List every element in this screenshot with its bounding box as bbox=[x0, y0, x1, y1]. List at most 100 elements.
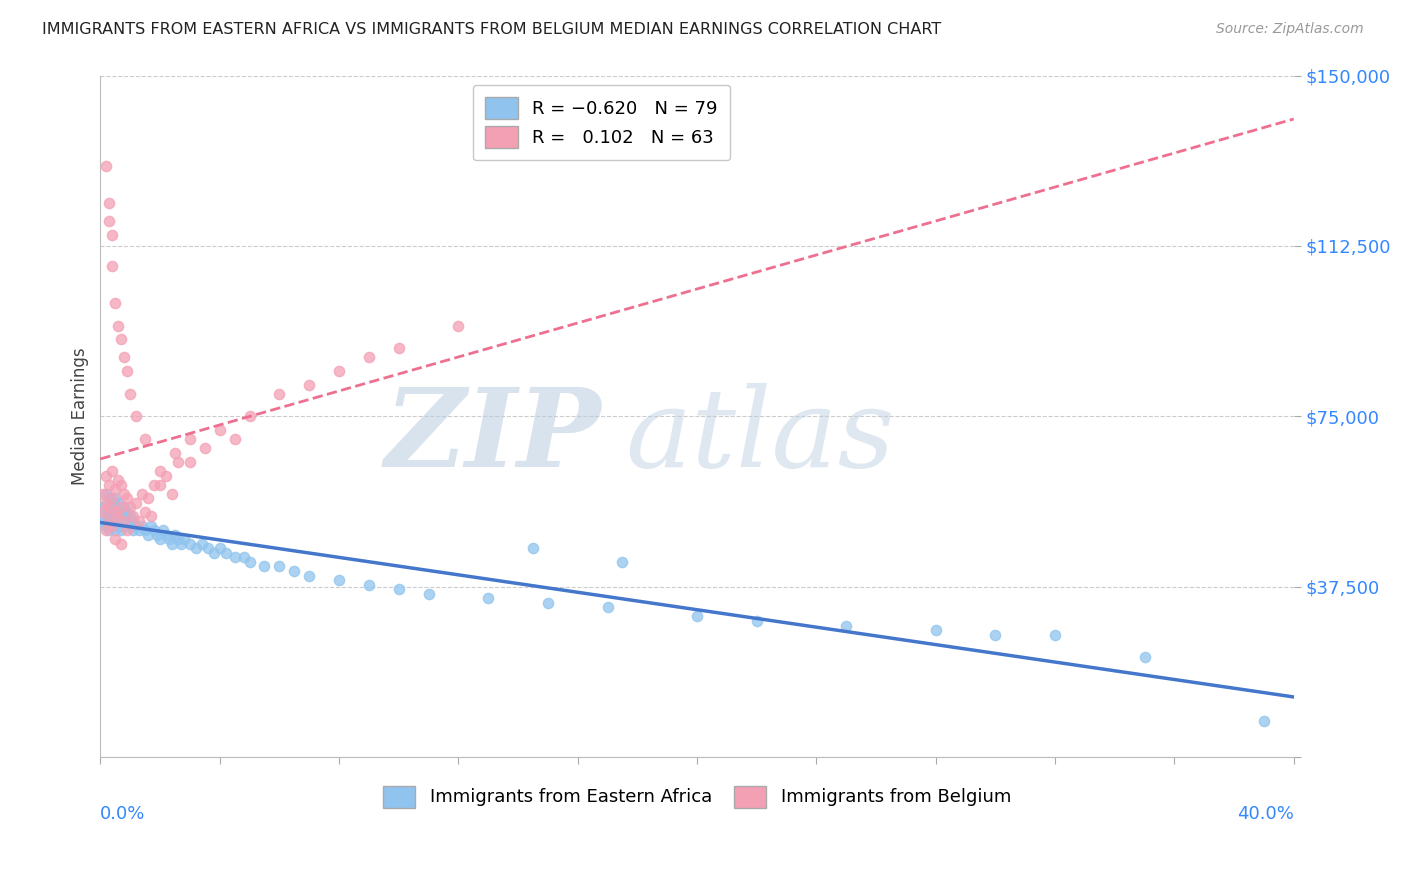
Point bbox=[96, 509, 118, 524]
Point bbox=[357, 351, 380, 365]
Point bbox=[96, 468, 118, 483]
Point bbox=[131, 487, 153, 501]
Point bbox=[155, 468, 177, 483]
Point bbox=[208, 423, 231, 437]
Point bbox=[110, 477, 132, 491]
Point bbox=[122, 523, 145, 537]
Point bbox=[115, 523, 138, 537]
Point bbox=[101, 227, 124, 242]
Point bbox=[139, 518, 162, 533]
Point bbox=[149, 532, 172, 546]
Point bbox=[104, 514, 127, 528]
Point bbox=[125, 409, 148, 424]
Point bbox=[1043, 628, 1066, 642]
Point bbox=[163, 527, 186, 541]
Point bbox=[115, 491, 138, 506]
Point bbox=[208, 541, 231, 556]
Point bbox=[388, 582, 411, 597]
Point bbox=[191, 537, 214, 551]
Point bbox=[98, 523, 121, 537]
Point bbox=[612, 555, 634, 569]
Point bbox=[298, 568, 321, 582]
Point bbox=[447, 318, 470, 333]
Point bbox=[98, 491, 121, 506]
Point bbox=[104, 500, 127, 515]
Point bbox=[146, 527, 169, 541]
Text: 40.0%: 40.0% bbox=[1237, 805, 1294, 823]
Point bbox=[522, 541, 544, 556]
Point bbox=[107, 496, 129, 510]
Point bbox=[835, 618, 858, 632]
Point bbox=[98, 500, 121, 515]
Point bbox=[101, 496, 124, 510]
Point bbox=[596, 600, 619, 615]
Point bbox=[96, 496, 118, 510]
Point bbox=[167, 532, 190, 546]
Point bbox=[283, 564, 305, 578]
Point bbox=[96, 160, 118, 174]
Point bbox=[96, 487, 118, 501]
Point bbox=[120, 386, 142, 401]
Point bbox=[110, 500, 132, 515]
Point bbox=[91, 487, 114, 501]
Point bbox=[238, 409, 260, 424]
Point bbox=[101, 509, 124, 524]
Text: ZIP: ZIP bbox=[385, 384, 602, 491]
Point bbox=[110, 332, 132, 346]
Point bbox=[179, 432, 201, 446]
Point bbox=[357, 577, 380, 591]
Point bbox=[328, 364, 350, 378]
Point bbox=[184, 541, 207, 556]
Point bbox=[139, 509, 162, 524]
Point bbox=[128, 523, 150, 537]
Point bbox=[134, 523, 156, 537]
Point bbox=[110, 537, 132, 551]
Point bbox=[96, 518, 118, 533]
Point bbox=[91, 514, 114, 528]
Point bbox=[110, 523, 132, 537]
Point bbox=[160, 487, 183, 501]
Y-axis label: Median Earnings: Median Earnings bbox=[72, 348, 89, 485]
Point bbox=[924, 623, 946, 637]
Point bbox=[107, 318, 129, 333]
Point bbox=[98, 477, 121, 491]
Point bbox=[143, 477, 166, 491]
Point bbox=[253, 559, 276, 574]
Point bbox=[107, 518, 129, 533]
Point bbox=[269, 386, 291, 401]
Point bbox=[91, 505, 114, 519]
Point bbox=[101, 260, 124, 274]
Point bbox=[104, 505, 127, 519]
Point bbox=[125, 518, 148, 533]
Point bbox=[134, 432, 156, 446]
Point bbox=[298, 377, 321, 392]
Point bbox=[107, 509, 129, 524]
Point bbox=[104, 532, 127, 546]
Point bbox=[477, 591, 499, 606]
Point bbox=[91, 500, 114, 515]
Point bbox=[101, 464, 124, 478]
Point bbox=[120, 500, 142, 515]
Point bbox=[101, 491, 124, 506]
Point bbox=[214, 546, 236, 560]
Point bbox=[388, 341, 411, 355]
Text: atlas: atlas bbox=[626, 384, 896, 491]
Point bbox=[134, 505, 156, 519]
Point bbox=[179, 537, 201, 551]
Point bbox=[238, 555, 260, 569]
Text: IMMIGRANTS FROM EASTERN AFRICA VS IMMIGRANTS FROM BELGIUM MEDIAN EARNINGS CORREL: IMMIGRANTS FROM EASTERN AFRICA VS IMMIGR… bbox=[42, 22, 942, 37]
Legend: Immigrants from Eastern Africa, Immigrants from Belgium: Immigrants from Eastern Africa, Immigran… bbox=[374, 776, 1021, 816]
Point bbox=[98, 195, 121, 210]
Point bbox=[120, 509, 142, 524]
Point bbox=[104, 523, 127, 537]
Point bbox=[149, 464, 172, 478]
Text: 0.0%: 0.0% bbox=[100, 805, 146, 823]
Point bbox=[136, 491, 159, 506]
Point bbox=[115, 364, 138, 378]
Point bbox=[110, 505, 132, 519]
Point bbox=[224, 432, 246, 446]
Point bbox=[152, 523, 174, 537]
Point bbox=[98, 214, 121, 228]
Point bbox=[112, 518, 135, 533]
Point bbox=[115, 505, 138, 519]
